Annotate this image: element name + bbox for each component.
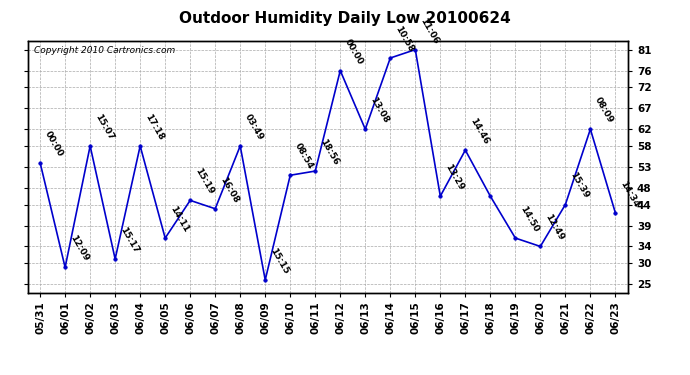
Text: 15:39: 15:39 xyxy=(568,171,591,200)
Text: 15:07: 15:07 xyxy=(93,112,115,142)
Text: 08:54: 08:54 xyxy=(293,142,315,171)
Text: 12:49: 12:49 xyxy=(543,213,565,242)
Text: 12:09: 12:09 xyxy=(68,234,90,263)
Text: 14:46: 14:46 xyxy=(468,117,491,146)
Text: Copyright 2010 Cartronics.com: Copyright 2010 Cartronics.com xyxy=(34,46,175,55)
Text: 00:00: 00:00 xyxy=(343,38,365,66)
Text: 08:09: 08:09 xyxy=(593,96,615,125)
Text: 15:19: 15:19 xyxy=(193,167,215,196)
Text: 15:15: 15:15 xyxy=(268,246,290,276)
Text: 17:18: 17:18 xyxy=(143,112,165,142)
Text: 14:50: 14:50 xyxy=(518,205,540,234)
Text: 00:00: 00:00 xyxy=(43,130,65,159)
Text: 18:56: 18:56 xyxy=(318,138,340,167)
Text: 14:34: 14:34 xyxy=(618,179,640,209)
Text: Outdoor Humidity Daily Low 20100624: Outdoor Humidity Daily Low 20100624 xyxy=(179,11,511,26)
Text: 14:11: 14:11 xyxy=(168,204,190,234)
Text: 13:08: 13:08 xyxy=(368,96,390,125)
Text: 11:06: 11:06 xyxy=(418,16,440,45)
Text: 10:58: 10:58 xyxy=(393,25,415,54)
Text: 15:17: 15:17 xyxy=(118,225,140,255)
Text: 03:49: 03:49 xyxy=(243,112,265,142)
Text: 13:29: 13:29 xyxy=(443,163,465,192)
Text: 16:08: 16:08 xyxy=(218,176,240,205)
